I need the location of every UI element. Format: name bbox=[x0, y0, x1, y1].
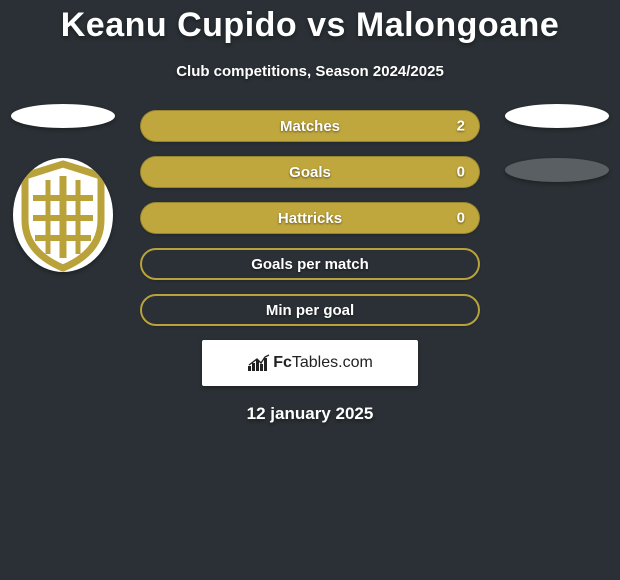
footer-brand-text: FcTables.com bbox=[273, 354, 373, 372]
player-right-column bbox=[502, 104, 612, 182]
player-left-club-logo bbox=[13, 158, 113, 272]
stat-bar-label: Goals per match bbox=[251, 256, 369, 273]
stat-bars: Matches 2 Goals 0 Hattricks 0 Goals per match M… bbox=[140, 110, 480, 326]
stat-bar-row: Matches 2 bbox=[140, 110, 480, 142]
stat-bar-label: Matches bbox=[280, 118, 340, 135]
player-left-column bbox=[8, 104, 118, 272]
stat-bar-value-left: 2 bbox=[457, 118, 465, 135]
stat-bar-value-left: 0 bbox=[457, 164, 465, 181]
player-right-club-placeholder bbox=[505, 158, 609, 182]
stat-bar-value-left: 0 bbox=[457, 210, 465, 227]
stat-bar-label: Goals bbox=[289, 164, 331, 181]
bars-icon bbox=[247, 354, 271, 372]
footer-badge: FcTables.com bbox=[202, 340, 418, 386]
player-right-avatar bbox=[505, 104, 609, 128]
page-date: 12 january 2025 bbox=[0, 404, 620, 424]
stat-bar-row: Goals per match bbox=[140, 248, 480, 280]
stat-bar-row: Goals 0 bbox=[140, 156, 480, 188]
page-subtitle: Club competitions, Season 2024/2025 bbox=[0, 63, 620, 80]
player-left-avatar bbox=[11, 104, 115, 128]
page-title: Keanu Cupido vs Malongoane bbox=[0, 0, 620, 45]
stat-bar-label: Min per goal bbox=[266, 302, 354, 319]
stat-bar-row: Hattricks 0 bbox=[140, 202, 480, 234]
shield-icon bbox=[13, 158, 113, 272]
stat-bar-row: Min per goal bbox=[140, 294, 480, 326]
stat-bar-label: Hattricks bbox=[278, 210, 342, 227]
comparison-panel: Matches 2 Goals 0 Hattricks 0 Goals per match M… bbox=[0, 110, 620, 326]
